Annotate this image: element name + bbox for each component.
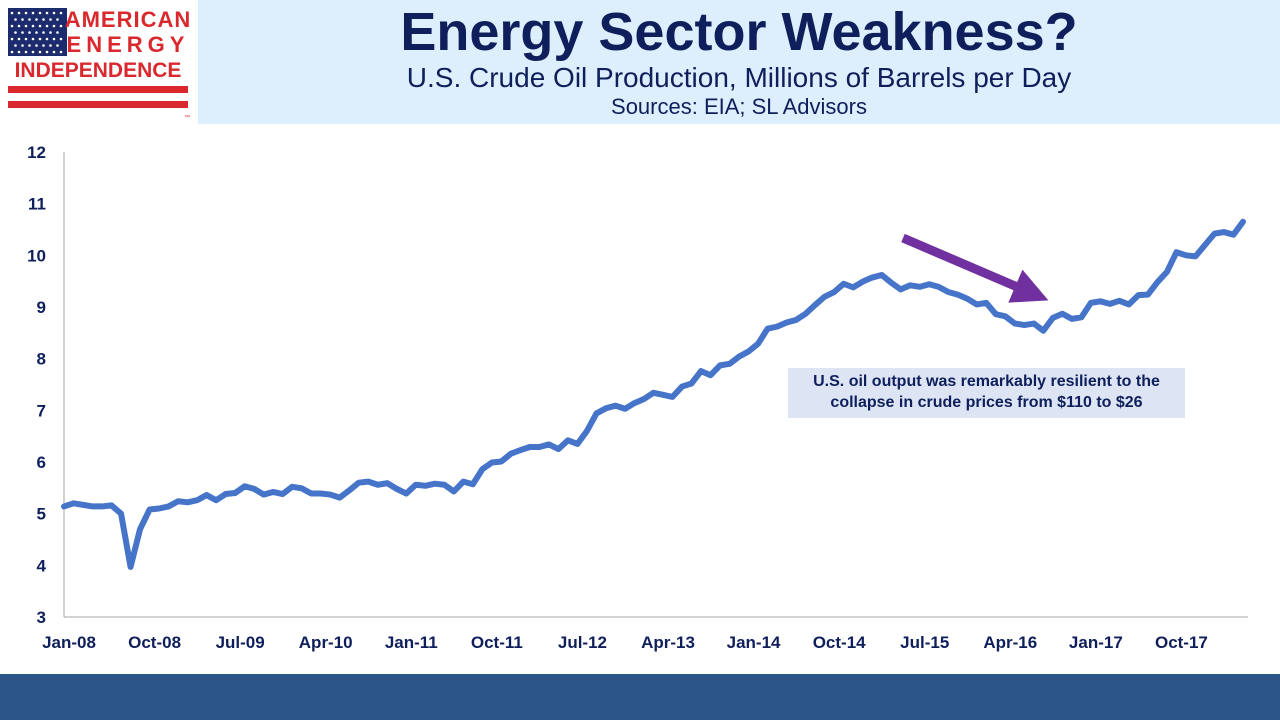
- flag-star: [35, 18, 38, 21]
- flag-star: [49, 31, 52, 34]
- flag-star: [35, 31, 38, 34]
- flag-star: [17, 37, 21, 41]
- logo-line-3: INDEPENDENCE: [15, 59, 182, 82]
- x-tick-label-oct-08: Oct-08: [128, 633, 181, 652]
- series-line-oil-production: [61, 218, 1246, 570]
- y-tick-label-6: 6: [37, 453, 46, 472]
- x-tick-label-jul-09: Jul-09: [216, 633, 265, 652]
- x-tick-label-jan-11: Jan-11: [385, 633, 438, 652]
- trademark-mark: ™: [184, 114, 190, 121]
- flag-star: [45, 37, 49, 41]
- flag-star: [49, 18, 52, 21]
- flag-star: [49, 44, 52, 47]
- flag-star: [45, 24, 49, 28]
- flag-star: [31, 11, 35, 15]
- flag-star: [14, 44, 17, 47]
- flag-star: [59, 50, 63, 54]
- x-tick-label-oct-17: Oct-17: [1155, 633, 1208, 652]
- y-tick-label-7: 7: [37, 401, 46, 420]
- x-tick-label-apr-13: Apr-13: [641, 633, 695, 652]
- flag-stripe-2: [8, 101, 188, 108]
- chart-sources: Sources: EIA; SL Advisors: [611, 94, 867, 119]
- flag-star: [59, 37, 63, 41]
- flag-star: [42, 44, 45, 47]
- flag-star: [24, 37, 28, 41]
- x-tick-label-oct-14: Oct-14: [813, 633, 866, 652]
- y-tick-label-8: 8: [37, 350, 46, 369]
- flag-star: [24, 11, 28, 15]
- flag-star: [24, 24, 28, 28]
- flag-star: [59, 24, 63, 28]
- x-tick-label-jan-17: Jan-17: [1069, 633, 1123, 652]
- flag-star: [21, 31, 24, 34]
- x-tick-label-oct-11: Oct-11: [471, 633, 523, 652]
- flag-star: [28, 44, 31, 47]
- flag-star: [52, 37, 56, 41]
- x-axis-ticks: Jan-08 Oct-08 Jul-09 Apr-10 Jan-11 Oct-11 Jul-…: [42, 633, 1208, 652]
- logo-line-2: ENERGY: [67, 32, 190, 57]
- flag-star: [38, 37, 42, 41]
- flag-star: [45, 11, 49, 15]
- flag-star: [10, 24, 14, 28]
- flag-star: [56, 31, 59, 34]
- flag-star: [52, 50, 56, 54]
- x-tick-label-jul-12: Jul-12: [558, 633, 607, 652]
- y-tick-label-10: 10: [27, 246, 46, 265]
- flag-star: [42, 18, 45, 21]
- flag-star: [17, 24, 21, 28]
- x-tick-label-apr-16: Apr-16: [983, 633, 1037, 652]
- x-tick-label-jan-08: Jan-08: [42, 633, 96, 652]
- flag-star: [38, 50, 42, 54]
- flag-star: [56, 18, 59, 21]
- flag-star: [45, 50, 49, 54]
- flag-star: [38, 24, 42, 28]
- flag-star: [52, 11, 56, 15]
- flag-stars: [10, 11, 63, 54]
- flag-star: [14, 18, 17, 21]
- flag-stripe-1: [8, 86, 188, 93]
- flag-star: [59, 11, 63, 15]
- flag-star: [21, 18, 24, 21]
- flag-star: [42, 31, 45, 34]
- annotation-box: U.S. oil output was remarkably resilient…: [788, 368, 1185, 418]
- flag-star: [24, 50, 28, 54]
- y-tick-label-4: 4: [37, 556, 47, 575]
- flag-star: [31, 24, 35, 28]
- y-tick-label-9: 9: [37, 298, 46, 317]
- page-title: Energy Sector Weakness?: [400, 2, 1078, 62]
- flag-star: [31, 50, 35, 54]
- flag-star: [10, 37, 14, 41]
- x-tick-label-jul-15: Jul-15: [900, 633, 949, 652]
- y-tick-label-12: 12: [27, 143, 46, 162]
- flag-star: [35, 44, 38, 47]
- flag-star: [28, 18, 31, 21]
- flag-star: [17, 11, 21, 15]
- flag-star: [52, 24, 56, 28]
- flag-star: [17, 50, 21, 54]
- chart-subtitle: U.S. Crude Oil Production, Millions of B…: [406, 62, 1072, 93]
- logo-line-1: AMERICAN: [65, 7, 192, 32]
- flag-star: [56, 44, 59, 47]
- flag-star: [10, 50, 14, 54]
- x-tick-label-jan-14: Jan-14: [727, 633, 781, 652]
- x-tick-label-apr-10: Apr-10: [299, 633, 353, 652]
- american-energy-independence-logo: AMERICAN ENERGY INDEPENDENCE ™: [0, 0, 196, 124]
- flag-star: [28, 31, 31, 34]
- y-axis-ticks: 3 4 5 6 7 8 9 10 11 12: [27, 143, 46, 627]
- y-tick-label-3: 3: [37, 608, 46, 627]
- flag-star: [31, 37, 35, 41]
- flag-star: [21, 44, 24, 47]
- y-tick-label-5: 5: [37, 505, 46, 524]
- flag-star: [14, 31, 17, 34]
- header-band: [198, 0, 1280, 124]
- flag-star: [10, 11, 14, 15]
- flag-star: [38, 11, 42, 15]
- footer-bar: [0, 674, 1280, 720]
- downtrend-arrow: [901, 233, 1049, 303]
- y-tick-label-11: 11: [28, 195, 46, 214]
